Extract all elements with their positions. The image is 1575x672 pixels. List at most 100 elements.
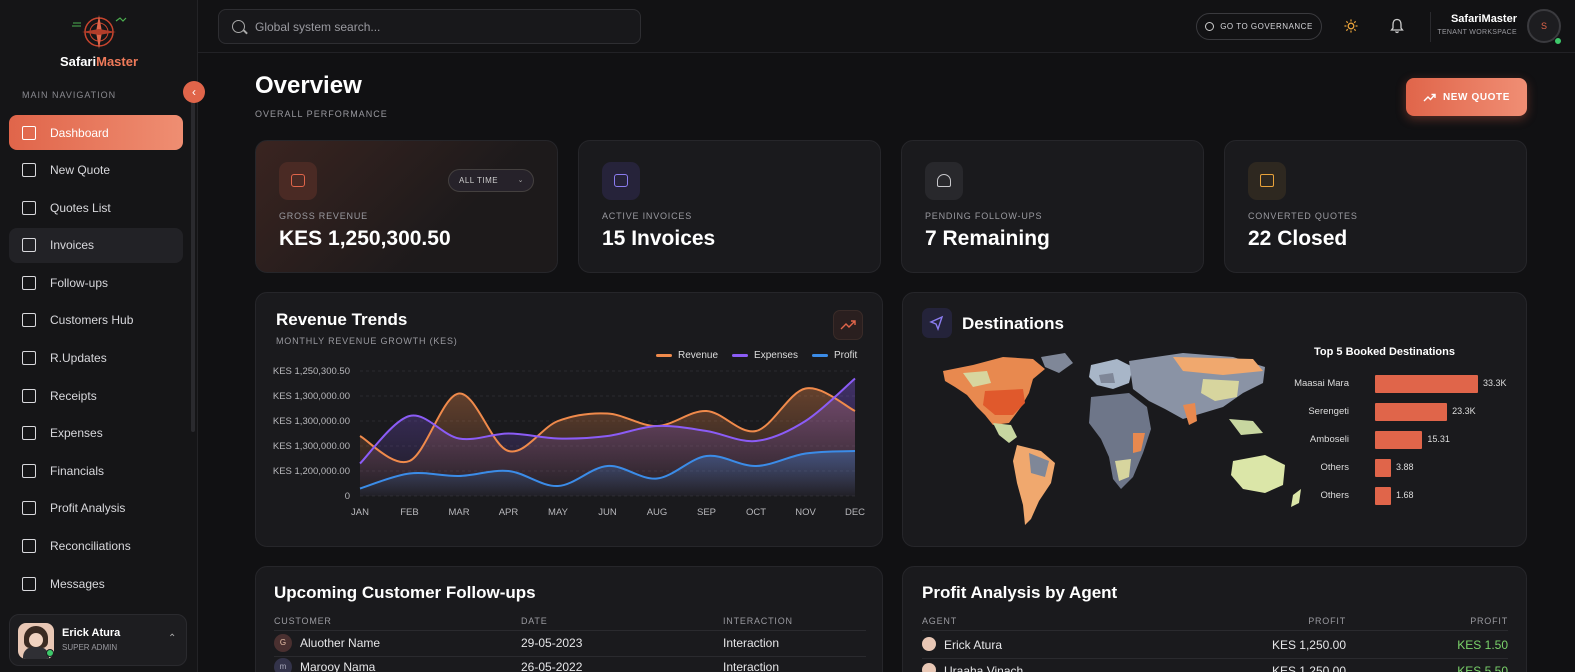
sidebar-item-receipts[interactable]: Receipts	[9, 378, 183, 413]
sidebar-item-financials[interactable]: Financials	[9, 453, 183, 488]
data-point-profit[interactable]	[754, 464, 758, 468]
brand-logo[interactable]: SafariMaster	[40, 12, 158, 72]
destination-bar-row[interactable]: Amboseli 15.31	[1283, 431, 1513, 449]
customer-avatar: G	[274, 634, 292, 652]
data-point-profit[interactable]	[853, 449, 857, 453]
data-point-profit[interactable]	[408, 472, 412, 476]
sidebar-item-r-updates[interactable]: R.Updates	[9, 341, 183, 376]
data-point-expenses[interactable]	[457, 437, 461, 441]
map-region-kenya[interactable]	[1133, 433, 1145, 453]
column-header: PROFIT	[1308, 616, 1346, 626]
data-point-expenses[interactable]	[507, 432, 511, 436]
table-cell-customer[interactable]: Aluother Name	[300, 636, 381, 650]
data-point-revenue[interactable]	[754, 429, 758, 433]
data-point-expenses[interactable]	[556, 437, 560, 441]
send-icon	[22, 576, 36, 591]
data-point-profit[interactable]	[507, 469, 511, 473]
data-point-profit[interactable]	[606, 464, 610, 468]
sidebar-item-expenses[interactable]: Expenses	[9, 416, 183, 451]
table-cell-customer[interactable]: Marooy Nama	[300, 660, 376, 672]
map-region-new-zealand[interactable]	[1291, 489, 1301, 507]
data-point-expenses[interactable]	[853, 377, 857, 381]
world-map[interactable]	[933, 349, 1313, 539]
sidebar-item-profit-analysis[interactable]: Profit Analysis	[9, 491, 183, 526]
map-region[interactable]	[1115, 459, 1131, 481]
destination-bar-row[interactable]: Serengeti 23.3K	[1283, 403, 1513, 421]
legend-item-expenses[interactable]: Expenses	[732, 350, 798, 361]
agent-avatar	[922, 663, 936, 672]
map-region-australia[interactable]	[1231, 455, 1285, 493]
map-region[interactable]	[963, 371, 991, 387]
main-navigation: Dashboard New Quote Quotes List Invoices Fol…	[9, 115, 183, 604]
data-point-profit[interactable]	[705, 454, 709, 458]
sun-icon[interactable]	[1344, 19, 1358, 33]
series-line-expenses[interactable]	[359, 377, 856, 465]
stat-label: CONVERTED QUOTES	[1248, 211, 1358, 221]
map-region-russia[interactable]	[1173, 357, 1263, 375]
data-point-revenue[interactable]	[853, 409, 857, 413]
map-region-india[interactable]	[1183, 403, 1197, 425]
time-range-select[interactable]: ALL TIME ⌄	[448, 169, 534, 192]
data-point-revenue[interactable]	[457, 392, 461, 396]
sidebar-item-dashboard[interactable]: Dashboard	[9, 115, 183, 150]
workspace-name: SafariMaster	[1450, 13, 1517, 25]
data-point-expenses[interactable]	[705, 429, 709, 433]
sidebar-scrollbar[interactable]	[191, 100, 195, 432]
column-header: CUSTOMER	[274, 616, 332, 626]
sidebar-item-messages[interactable]: Messages	[9, 566, 183, 601]
data-point-profit[interactable]	[655, 477, 659, 481]
series-line-profit[interactable]	[359, 450, 856, 490]
data-point-revenue[interactable]	[705, 409, 709, 413]
data-point-revenue[interactable]	[804, 387, 808, 391]
map-region-greenland[interactable]	[1041, 353, 1073, 373]
data-point-expenses[interactable]	[754, 439, 758, 443]
data-point-revenue[interactable]	[507, 449, 511, 453]
map-region[interactable]	[1089, 393, 1151, 489]
table-cell-agent[interactable]: Uraaha Vinach	[944, 664, 1024, 672]
destination-bar-row[interactable]: Others 3.88	[1283, 459, 1513, 477]
sidebar-item-customers-hub[interactable]: Customers Hub	[9, 303, 183, 338]
sidebar-item-follow-ups[interactable]: Follow-ups	[9, 265, 183, 300]
customer-avatar: m	[274, 658, 292, 672]
sidebar-item-invoices[interactable]: Invoices	[9, 227, 183, 263]
x-tick-label: JUN	[598, 507, 617, 518]
search-input[interactable]	[255, 10, 635, 43]
data-point-expenses[interactable]	[358, 462, 362, 466]
new-quote-button[interactable]: NEW QUOTE	[1406, 78, 1527, 116]
map-region[interactable]	[993, 423, 1017, 443]
sidebar-item-new-quote[interactable]: New Quote	[9, 153, 183, 188]
user-card[interactable]: Erick Atura SUPER ADMIN ⌃	[9, 614, 187, 666]
sidebar-item-label: R.Updates	[50, 351, 107, 366]
data-point-revenue[interactable]	[606, 412, 610, 416]
destination-bar-row[interactable]: Maasai Mara 33.3K	[1283, 375, 1513, 393]
legend-item-profit[interactable]: Profit	[811, 350, 857, 361]
map-region[interactable]	[1099, 373, 1115, 383]
map-region-usa[interactable]	[983, 389, 1025, 415]
sidebar-item-quotes-list[interactable]: Quotes List	[9, 190, 183, 225]
data-point-expenses[interactable]	[606, 434, 610, 438]
collapse-sidebar-button[interactable]: ‹	[183, 81, 205, 103]
sidebar-item-reconciliations[interactable]: Reconciliations	[9, 529, 183, 564]
series-line-revenue[interactable]	[359, 387, 856, 464]
legend-item-revenue[interactable]: Revenue	[656, 350, 718, 361]
data-point-revenue[interactable]	[556, 419, 560, 423]
destination-bar-row[interactable]: Others 1.68	[1283, 487, 1513, 505]
data-point-profit[interactable]	[358, 487, 362, 491]
trend-toggle-button[interactable]	[833, 310, 863, 340]
data-point-profit[interactable]	[804, 452, 808, 456]
map-region[interactable]	[1229, 419, 1263, 435]
data-point-profit[interactable]	[556, 484, 560, 488]
top-bar: GO TO GOVERNANCE SafariMaster TENANT WOR…	[198, 0, 1575, 53]
map-region-china[interactable]	[1201, 379, 1239, 401]
go-to-governance-button[interactable]: GO TO GOVERNANCE	[1196, 13, 1322, 40]
data-point-expenses[interactable]	[804, 419, 808, 423]
table-cell-agent[interactable]: Erick Atura	[944, 638, 1003, 652]
data-point-expenses[interactable]	[655, 424, 659, 428]
data-point-revenue[interactable]	[408, 459, 412, 463]
data-point-revenue[interactable]	[358, 434, 362, 438]
notification-bell-icon[interactable]	[1390, 18, 1404, 34]
data-point-expenses[interactable]	[408, 414, 412, 418]
data-point-profit[interactable]	[457, 474, 461, 478]
y-tick-label: KES 1,300,000.00	[273, 391, 350, 402]
map-region-brazil[interactable]	[1029, 453, 1049, 477]
